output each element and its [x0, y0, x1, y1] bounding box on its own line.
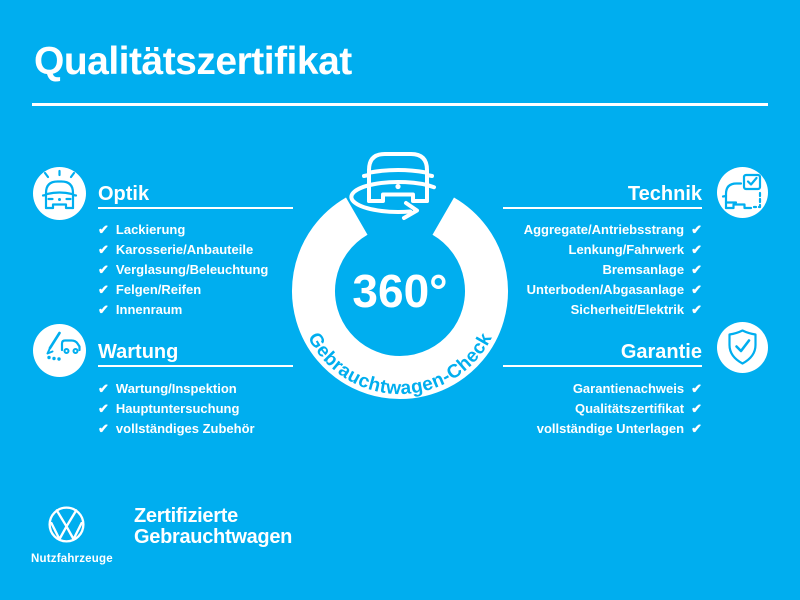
- check-item-label: vollständiges Zubehör: [115, 420, 255, 436]
- check-item-label: Bremsanlage: [602, 261, 685, 277]
- checkmark-icon: ✔: [98, 420, 109, 436]
- check-item-label: Garantienachweis: [572, 380, 685, 396]
- section-heading-garantie: Garantie: [620, 341, 702, 363]
- check-item-label: Lackierung: [115, 221, 186, 237]
- shield-check-icon: [728, 329, 757, 365]
- checkmark-icon: ✔: [98, 281, 109, 297]
- check-item: ✔ Unterboden/Abgasanlage: [524, 279, 702, 299]
- check-item: ✔ Innenraum: [98, 299, 268, 319]
- checkmark-icon: ✔: [98, 261, 109, 277]
- check-item-label: Karosserie/Anbauteile: [115, 241, 254, 257]
- footer-tagline: Zertifizierte Gebrauchtwagen: [134, 506, 292, 548]
- check-item-label: Wartung/Inspektion: [115, 380, 237, 396]
- wartung-underline: [98, 365, 293, 367]
- optik-icon-circle: [33, 167, 86, 220]
- check-item: ✔ Verglasung/Beleuchtung: [98, 259, 268, 279]
- badge-value: 360°: [352, 265, 447, 317]
- checkmark-icon: ✔: [98, 380, 109, 396]
- brand-subtitle: Nutzfahrzeuge: [31, 553, 113, 565]
- vw-logo-icon: [48, 506, 85, 543]
- check-item-label: Qualitätszertifikat: [575, 400, 685, 416]
- check-item-label: Felgen/Reifen: [115, 281, 202, 297]
- technik-icon-circle: [717, 167, 768, 218]
- checkmark-icon: ✔: [691, 261, 702, 277]
- garantie-underline: [503, 365, 702, 367]
- checkmark-icon: ✔: [691, 301, 702, 317]
- optik-checklist: ✔ Lackierung ✔ Karosserie/Anbauteile ✔ Vergla…: [98, 219, 268, 319]
- pencil-car-icon: [46, 331, 81, 361]
- page-title: Qualitätszertifikat: [34, 40, 352, 83]
- badge-ring: [292, 197, 508, 399]
- footer-tagline-line1: Zertifizierte: [134, 505, 238, 527]
- section-heading-technik: Technik: [627, 183, 702, 205]
- check-item: ✔ Bremsanlage: [524, 259, 702, 279]
- technik-checklist: ✔ Aggregate/Antriebsstrang ✔ Lenkung/Fahrwe…: [524, 219, 702, 319]
- check-item: ✔ Aggregate/Antriebsstrang: [524, 219, 702, 239]
- checkmark-icon: ✔: [691, 400, 702, 416]
- 360-check-badge: Gebrauchtwagen-Check 360°: [292, 152, 508, 399]
- check-item: ✔ Garantienachweis: [537, 378, 702, 398]
- footer-tagline-line2: Gebrauchtwagen: [134, 526, 293, 548]
- check-item-label: Lenkung/Fahrwerk: [568, 241, 685, 257]
- optik-underline: [98, 207, 293, 209]
- garantie-icon-circle: [717, 322, 768, 373]
- check-item-label: Aggregate/Antriebsstrang: [523, 221, 685, 237]
- check-item: ✔ Wartung/Inspektion: [98, 378, 255, 398]
- wartung-icon-circle: [33, 324, 86, 377]
- check-item-label: Innenraum: [115, 301, 183, 317]
- check-item-label: Hauptuntersuchung: [115, 400, 240, 416]
- checkmark-icon: ✔: [98, 221, 109, 237]
- garantie-checklist: ✔ Garantienachweis ✔ Qualitätszertifikat ✔ vo…: [537, 378, 702, 438]
- checkmark-icon: ✔: [98, 301, 109, 317]
- check-item-label: vollständige Unterlagen: [536, 420, 685, 436]
- title-divider: [32, 103, 768, 106]
- technik-underline: [503, 207, 702, 209]
- check-item: ✔ Karosserie/Anbauteile: [98, 239, 268, 259]
- car-checkbox-icon: [721, 173, 762, 210]
- check-item: ✔ Lenkung/Fahrwerk: [524, 239, 702, 259]
- check-item: ✔ vollständige Unterlagen: [537, 418, 702, 438]
- checkmark-icon: ✔: [691, 281, 702, 297]
- rotating-car-icon: [349, 152, 436, 220]
- wartung-checklist: ✔ Wartung/Inspektion ✔ Hauptuntersuchung ✔ vo…: [98, 378, 255, 438]
- checkmark-icon: ✔: [691, 221, 702, 237]
- shiny-car-icon: [41, 169, 78, 210]
- checkmark-icon: ✔: [691, 380, 702, 396]
- checkmark-icon: ✔: [98, 241, 109, 257]
- check-item: ✔ vollständiges Zubehör: [98, 418, 255, 438]
- check-item: ✔ Qualitätszertifikat: [537, 398, 702, 418]
- check-item: ✔ Sicherheit/Elektrik: [524, 299, 702, 319]
- checkmark-icon: ✔: [98, 400, 109, 416]
- check-item-label: Unterboden/Abgasanlage: [526, 281, 685, 297]
- check-item: ✔ Felgen/Reifen: [98, 279, 268, 299]
- check-item: ✔ Hauptuntersuchung: [98, 398, 255, 418]
- check-item-label: Sicherheit/Elektrik: [570, 301, 685, 317]
- section-heading-optik: Optik: [98, 183, 150, 205]
- check-item: ✔ Lackierung: [98, 219, 268, 239]
- checkmark-icon: ✔: [691, 241, 702, 257]
- section-heading-wartung: Wartung: [98, 341, 179, 363]
- check-item-label: Verglasung/Beleuchtung: [115, 261, 269, 277]
- checkmark-icon: ✔: [691, 420, 702, 436]
